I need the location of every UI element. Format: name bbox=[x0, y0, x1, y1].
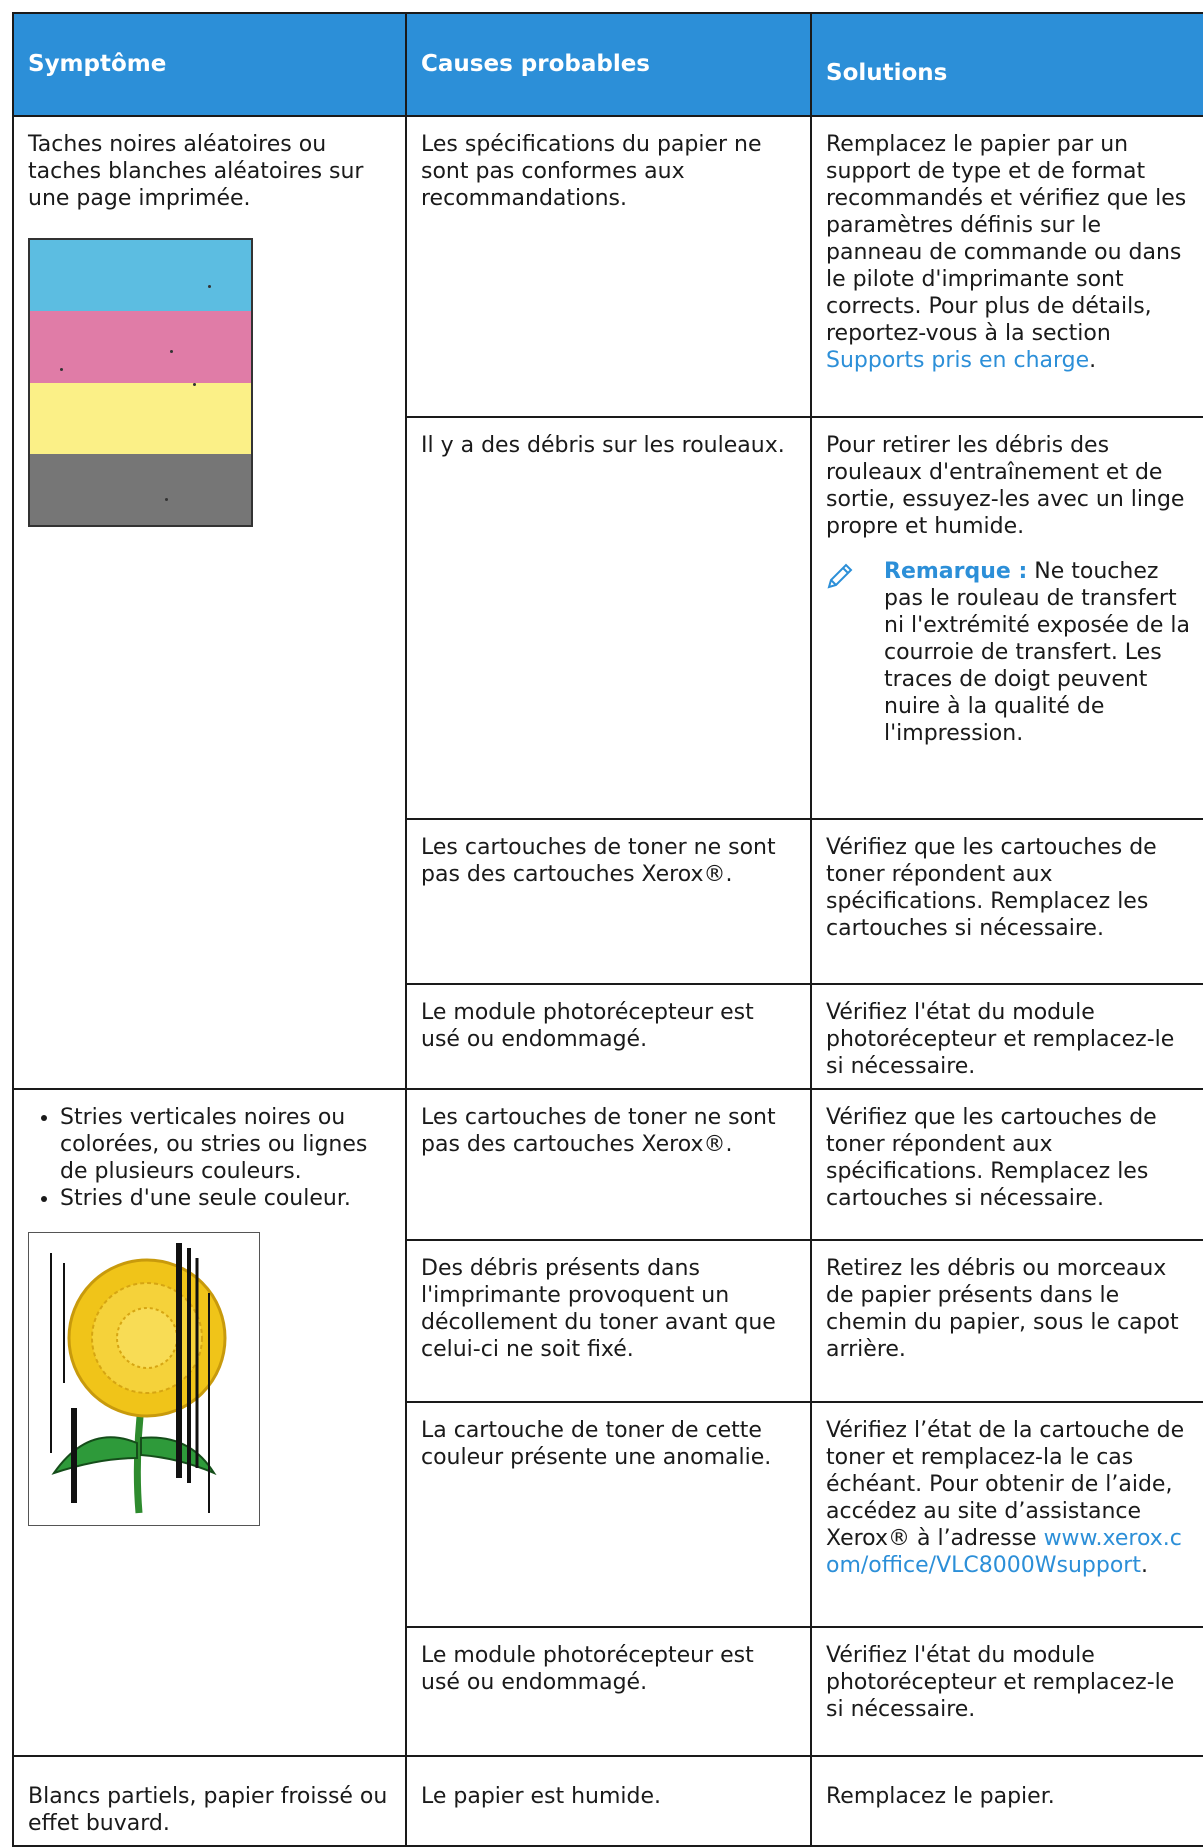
note: Remarque : Ne touchez pas le rouleau de … bbox=[826, 558, 1191, 747]
cause-cell: La cartouche de toner de cette couleur p… bbox=[405, 1401, 812, 1628]
row: Il y a des débris sur les rouleaux. Pour… bbox=[13, 416, 1203, 820]
solution-cell: Vérifiez l’état de la cartouche de toner… bbox=[810, 1401, 1203, 1628]
troubleshooting-table: Symptôme Causes probables Solutions Tach… bbox=[12, 12, 1203, 1847]
header-cell: Symptôme bbox=[12, 12, 407, 117]
note-text: Ne touchez pas le rouleau de transfert n… bbox=[884, 559, 1191, 746]
sample-image bbox=[28, 1232, 260, 1526]
header-cell: Solutions bbox=[810, 12, 1203, 117]
cause-cell: Les cartouches de toner ne sont pas des … bbox=[405, 818, 812, 985]
cause-cell: Les cartouches de toner ne sont pas des … bbox=[405, 1088, 812, 1241]
symptom-text: Taches noires aléatoires ou taches blanc… bbox=[28, 132, 364, 211]
solution-text: . bbox=[1089, 348, 1097, 373]
cause-cell: Le papier est humide. bbox=[405, 1755, 812, 1847]
solution-cell: Vérifiez que les cartouches de toner rép… bbox=[810, 1088, 1203, 1241]
symptom-cell: Taches noires aléatoires ou taches blanc… bbox=[12, 115, 407, 1090]
link[interactable]: www.xerox.com/office/VLC8000Wsupport bbox=[826, 1526, 1182, 1578]
symptom-item: Stries d'une seule couleur. bbox=[60, 1185, 391, 1212]
solution-cell: Vérifiez l'état du module photorécepteur… bbox=[810, 1626, 1203, 1757]
cause-cell: Il y a des débris sur les rouleaux. bbox=[405, 416, 812, 820]
row: Blancs partiels, papier froissé ou effet… bbox=[12, 1755, 1203, 1847]
solution-cell: Remplacez le papier. bbox=[810, 1755, 1203, 1847]
pencil-icon bbox=[827, 563, 853, 589]
cause-cell: Les spécifications du papier ne sont pas… bbox=[405, 115, 812, 418]
symptom-list: Stries verticales noires ou colorées, ou… bbox=[28, 1104, 391, 1212]
row: Le module photorécepteur est usé ou endo… bbox=[13, 983, 1203, 1090]
cause-cell: Des débris présents dans l'imprimante pr… bbox=[405, 1239, 812, 1403]
solution-text: Pour retirer les débris des rouleaux d'e… bbox=[826, 433, 1185, 539]
note-label: Remarque : bbox=[884, 559, 1028, 584]
solution-cell: Vérifiez que les cartouches de toner rép… bbox=[810, 818, 1203, 985]
cause-cell: Le module photorécepteur est usé ou endo… bbox=[405, 1626, 812, 1757]
row: Stries verticales noires ou colorées, ou… bbox=[12, 1088, 1203, 1757]
sample-image bbox=[28, 238, 253, 527]
symptom-cell: Blancs partiels, papier froissé ou effet… bbox=[12, 1755, 407, 1847]
solution-cell: Retirez les débris ou morceaux de papier… bbox=[810, 1239, 1203, 1403]
solution-cell: Remplacez le papier par un support de ty… bbox=[810, 115, 1203, 418]
row: Les cartouches de toner ne sont pas des … bbox=[13, 818, 1203, 985]
solution-cell: Vérifiez l'état du module photorécepteur… bbox=[810, 983, 1203, 1090]
symptom-cell: Stries verticales noires ou colorées, ou… bbox=[12, 1088, 407, 1757]
row: Des débris présents dans l'imprimante pr… bbox=[13, 1239, 1203, 1403]
cause-cell: Le module photorécepteur est usé ou endo… bbox=[405, 983, 812, 1090]
link[interactable]: Supports pris en charge bbox=[826, 348, 1090, 373]
row: La cartouche de toner de cette couleur p… bbox=[13, 1401, 1203, 1628]
solution-cell: Pour retirer les débris des rouleaux d'e… bbox=[810, 416, 1203, 820]
row: Taches noires aléatoires ou taches blanc… bbox=[12, 115, 1203, 1090]
solution-text: Remplacez le papier par un support de ty… bbox=[826, 132, 1187, 346]
symptom-item: Stries verticales noires ou colorées, ou… bbox=[60, 1104, 391, 1185]
header-cell: Causes probables bbox=[405, 12, 812, 117]
solution-text: Vérifiez l’état de la cartouche de toner… bbox=[826, 1418, 1185, 1551]
header-row: Symptôme Causes probables Solutions bbox=[12, 12, 1203, 117]
row: Le module photorécepteur est usé ou endo… bbox=[13, 1626, 1203, 1757]
solution-text: . bbox=[1140, 1553, 1148, 1578]
